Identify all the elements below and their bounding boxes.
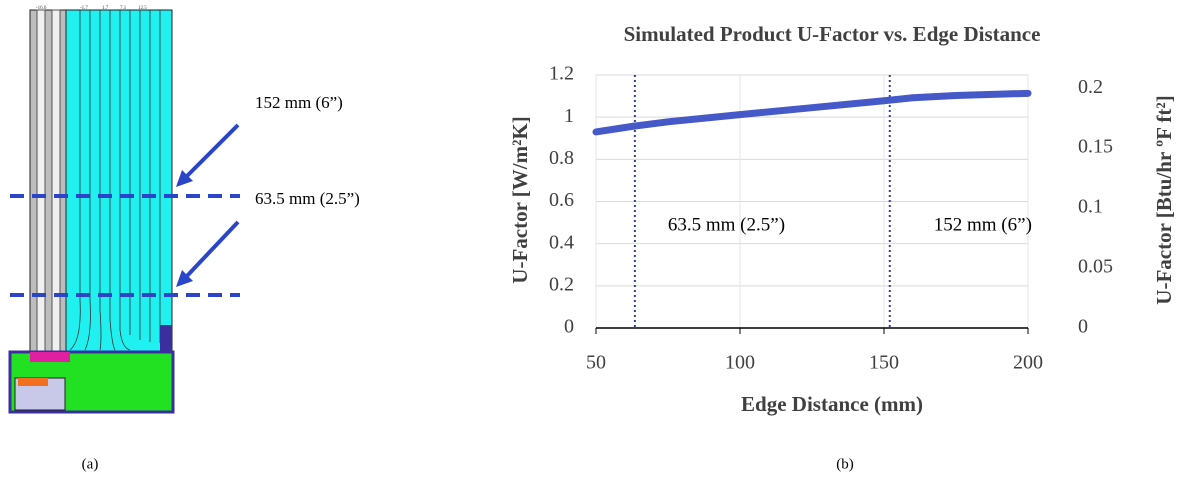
pane [37,10,45,352]
y-tick-label: 0.2 [549,273,574,295]
y2-tick-label: 0.2 [1078,76,1103,98]
y2-tick-label: 0.15 [1078,136,1113,158]
caption: (a) [82,456,99,472]
x-tick-label: 150 [869,352,899,374]
frame-detail [30,352,70,362]
frame-strip [30,10,66,352]
y-tick-label: 0.8 [549,147,574,169]
edge-label: 152 mm (6”) [255,93,343,112]
isotherm-label: -16.6 [36,6,47,11]
chart-title: Simulated Product U-Factor vs. Edge Dist… [624,22,1041,46]
series-line [596,93,1028,132]
frame-detail [18,378,48,386]
x-tick-label: 100 [725,352,755,374]
x-tick-label: 50 [586,352,606,374]
y-tick-label: 1.2 [549,63,574,85]
thermal-simulation: -16.6 -1.7 1.7 7.1 12.5 152 mm (6”) 63.5… [10,6,360,472]
y-tick-label: 0 [564,316,574,338]
edge-label: 63.5 mm (2.5”) [255,189,360,208]
y-tick-label: 0.6 [549,189,574,211]
x-axis-title: Edge Distance (mm) [741,392,923,416]
y2-axis-title: U-Factor [Btu/hr ºF ft²] [1152,95,1176,304]
isotherm-label: 7.1 [120,6,127,11]
y2-tick-label: 0 [1078,316,1088,338]
y2-tick-label: 0.1 [1078,196,1103,218]
y-tick-label: 0.4 [549,231,574,253]
isotherm-label: -1.7 [80,6,88,11]
x-tick-label: 200 [1013,352,1043,374]
reference-label: 152 mm (6”) [934,214,1032,235]
y2-tick-label: 0.05 [1078,256,1113,278]
isotherm-label: 12.5 [138,6,147,11]
y-axis-title: U-Factor [W/m²K] [508,116,532,283]
arrow [186,125,238,177]
reference-label: 63.5 mm (2.5”) [668,214,785,235]
pane [52,10,60,352]
y-tick-label: 1 [564,105,574,127]
arrow [186,222,238,277]
figure: -16.6 -1.7 1.7 7.1 12.5 152 mm (6”) 63.5… [0,0,1184,478]
isotherm-label: 1.7 [102,6,109,11]
seal [160,325,172,352]
caption: (b) [836,456,854,472]
